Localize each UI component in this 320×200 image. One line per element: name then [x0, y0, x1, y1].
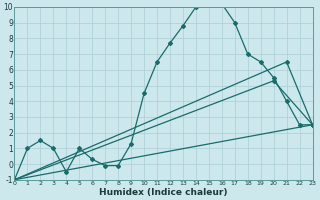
X-axis label: Humidex (Indice chaleur): Humidex (Indice chaleur): [99, 188, 228, 197]
